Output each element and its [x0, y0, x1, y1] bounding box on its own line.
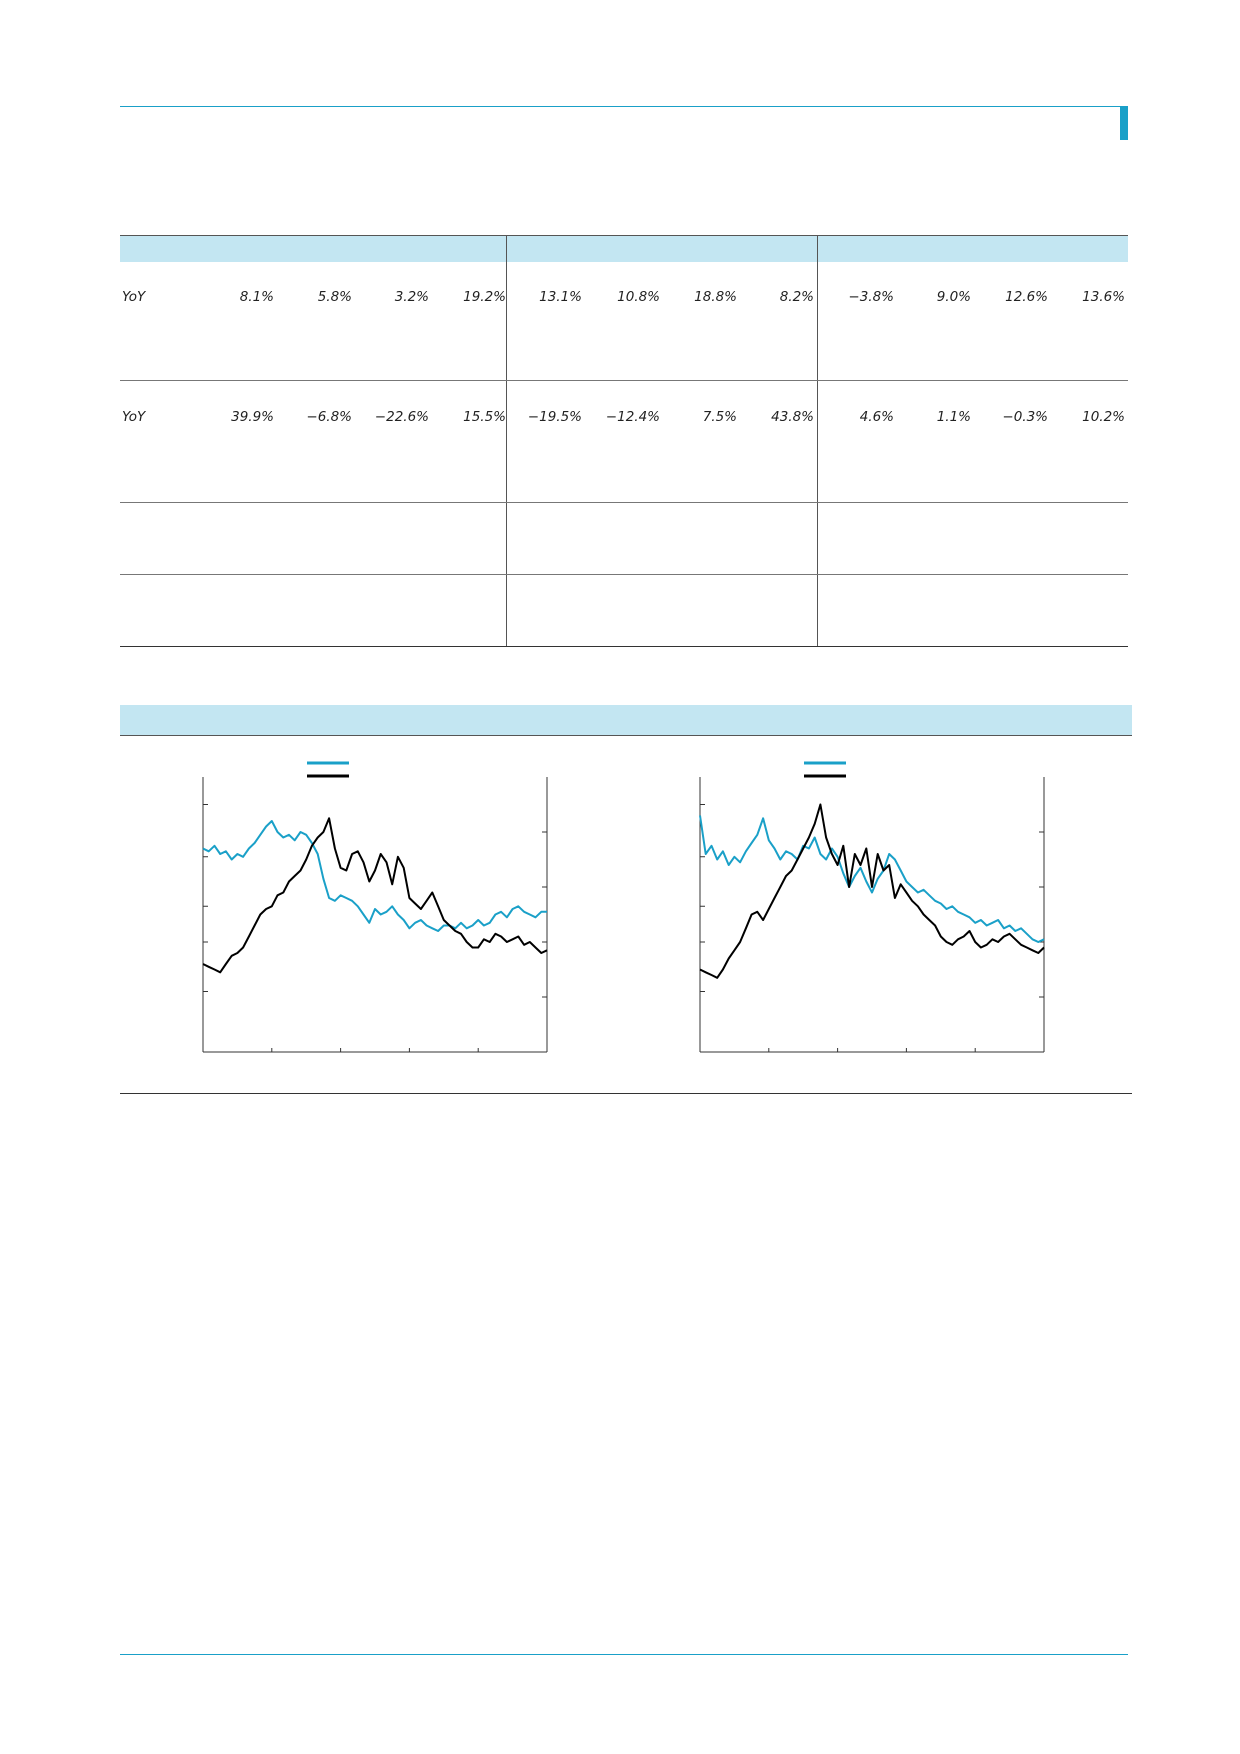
table-cell: 18.8% — [694, 289, 737, 305]
table-header-band — [120, 235, 1128, 262]
row-divider — [120, 380, 1128, 381]
table-cell: 10.8% — [617, 289, 660, 305]
series-line-1 — [699, 815, 1045, 943]
column-divider — [817, 235, 818, 647]
table-cell: 4.6% — [859, 409, 894, 425]
table-cell: 13.6% — [1082, 289, 1125, 305]
series-line-1 — [202, 820, 547, 932]
table-cell: 5.8% — [317, 289, 352, 305]
row-label-yoy: YoY — [122, 289, 146, 305]
row-divider — [120, 574, 1128, 575]
header-accent-tab — [1120, 106, 1128, 140]
table-cell: 12.6% — [1005, 289, 1048, 305]
chart-section-rule — [120, 735, 1132, 736]
table-cell: 43.8% — [771, 409, 814, 425]
row-label-yoy: YoY — [122, 409, 146, 425]
table-cell: 3.2% — [394, 289, 429, 305]
row-divider — [120, 502, 1128, 503]
table-cell: −3.8% — [848, 289, 894, 305]
table-cell: −19.5% — [527, 409, 582, 425]
table-cell: −0.3% — [1002, 409, 1048, 425]
table-cell: 19.2% — [463, 289, 506, 305]
table-cell: 10.2% — [1082, 409, 1125, 425]
stock-chart-right — [699, 761, 1045, 1053]
table-cell: 8.1% — [239, 289, 274, 305]
chart-section-bottom-rule — [120, 1093, 1132, 1094]
financial-table: YoY 8.1% 5.8% 3.2% 19.2% 13.1% 10.8% 18.… — [120, 235, 1128, 647]
table-cell: 7.5% — [702, 409, 737, 425]
table-cell: −12.4% — [605, 409, 660, 425]
table-cell: −22.6% — [374, 409, 429, 425]
table-cell: 39.9% — [231, 409, 274, 425]
table-bottom-rule — [120, 646, 1128, 647]
series-line-2 — [699, 803, 1045, 979]
footer-rule — [120, 1654, 1128, 1655]
table-cell: −6.8% — [306, 409, 352, 425]
table-cell: 1.1% — [936, 409, 971, 425]
stock-chart-left — [202, 761, 548, 1053]
table-cell: 15.5% — [463, 409, 506, 425]
header-rule — [120, 106, 1128, 107]
table-cell: 13.1% — [539, 289, 582, 305]
column-divider — [506, 235, 507, 647]
table-cell: 9.0% — [936, 289, 971, 305]
chart-section-band — [120, 705, 1132, 735]
table-cell: 8.2% — [779, 289, 814, 305]
series-line-2 — [202, 817, 548, 974]
